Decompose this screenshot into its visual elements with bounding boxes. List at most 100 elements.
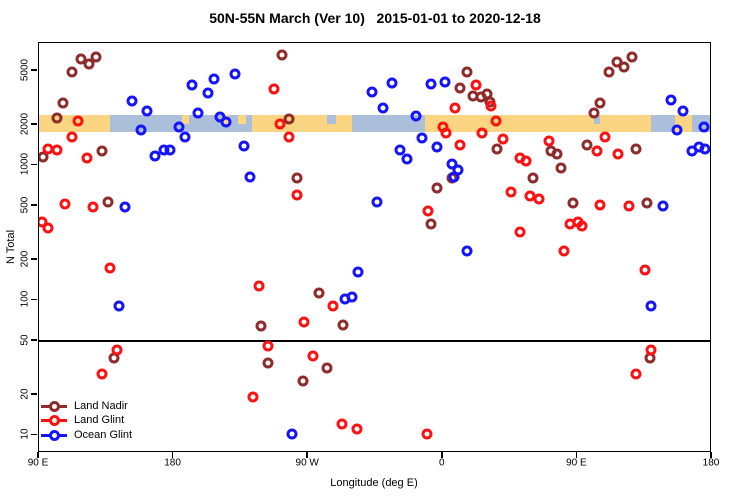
point-land-glint bbox=[253, 280, 265, 292]
x-tick-mark bbox=[171, 452, 174, 458]
legend-label: Land Glint bbox=[74, 414, 125, 427]
legend-marker-land-nadir-icon bbox=[41, 400, 67, 412]
legend-circle bbox=[49, 400, 60, 412]
point-land-glint bbox=[645, 344, 657, 356]
point-land-nadir bbox=[283, 113, 295, 125]
point-land-glint bbox=[599, 131, 611, 143]
point-land-glint bbox=[543, 135, 555, 147]
point-ocean-glint bbox=[119, 201, 131, 213]
reference-line-n50 bbox=[38, 340, 711, 342]
point-ocean-glint bbox=[286, 428, 298, 440]
point-ocean-glint bbox=[352, 266, 364, 278]
point-land-nadir bbox=[90, 51, 102, 63]
x-tick-label: 0 bbox=[439, 457, 445, 469]
point-land-nadir bbox=[555, 162, 567, 174]
point-land-nadir bbox=[527, 172, 539, 184]
legend-circle bbox=[49, 415, 60, 427]
point-land-nadir bbox=[83, 58, 95, 70]
point-land-nadir bbox=[38, 151, 49, 163]
legend-label: Ocean Glint bbox=[74, 428, 133, 441]
point-land-glint bbox=[351, 423, 363, 435]
point-ocean-glint bbox=[208, 73, 220, 85]
point-land-nadir bbox=[567, 197, 579, 209]
point-ocean-glint bbox=[229, 68, 241, 80]
y-tick-label: 100 bbox=[19, 291, 31, 308]
point-land-glint bbox=[520, 155, 532, 167]
point-ocean-glint bbox=[192, 107, 204, 119]
point-land-glint bbox=[514, 226, 526, 238]
point-land-glint bbox=[87, 201, 99, 213]
x-tick-mark bbox=[37, 452, 39, 458]
point-land-glint bbox=[476, 127, 488, 139]
point-land-glint bbox=[558, 245, 570, 257]
x-tick-mark bbox=[710, 452, 712, 458]
point-land-nadir bbox=[313, 287, 325, 299]
point-ocean-glint bbox=[410, 110, 422, 122]
point-ocean-glint bbox=[244, 171, 256, 183]
point-land-glint bbox=[576, 220, 588, 232]
point-land-glint bbox=[623, 200, 635, 212]
y-tick-mark bbox=[31, 69, 37, 71]
point-land-glint bbox=[497, 133, 509, 145]
point-land-glint bbox=[591, 145, 603, 157]
point-land-glint bbox=[327, 300, 339, 312]
y-tick-mark bbox=[31, 123, 37, 125]
point-land-glint bbox=[81, 152, 93, 164]
point-land-glint bbox=[440, 127, 452, 139]
point-ocean-glint bbox=[677, 105, 689, 117]
point-land-glint bbox=[630, 368, 642, 380]
map-strip-ocean-patch bbox=[326, 115, 336, 124]
point-ocean-glint bbox=[366, 86, 377, 98]
legend-label: Land Nadir bbox=[74, 399, 128, 412]
plot-border bbox=[38, 42, 711, 452]
point-ocean-glint bbox=[645, 300, 657, 312]
plot-area bbox=[38, 42, 711, 452]
y-tick-label: 1000 bbox=[19, 153, 31, 176]
x-tick-label: 180 bbox=[702, 457, 720, 469]
point-land-nadir bbox=[461, 66, 473, 78]
x-tick-mark bbox=[306, 452, 308, 458]
point-land-glint bbox=[298, 316, 310, 328]
y-tick-mark bbox=[31, 433, 37, 436]
y-tick-mark bbox=[31, 393, 37, 395]
legend-marker-land-glint-icon bbox=[41, 415, 67, 427]
point-land-nadir bbox=[618, 61, 630, 73]
point-ocean-glint bbox=[371, 196, 383, 208]
legend-row-ocean-glint: Ocean Glint bbox=[41, 428, 132, 443]
point-land-glint bbox=[454, 139, 466, 151]
point-land-glint bbox=[505, 186, 517, 198]
y-tick-mark bbox=[31, 298, 37, 301]
point-land-nadir bbox=[641, 197, 653, 209]
point-land-glint bbox=[533, 193, 545, 205]
legend-marker-ocean-glint-icon bbox=[41, 429, 67, 441]
point-land-glint bbox=[449, 102, 461, 114]
point-land-glint bbox=[111, 344, 123, 356]
point-land-glint bbox=[291, 189, 303, 201]
point-ocean-glint bbox=[431, 141, 443, 153]
y-axis-title: N Total bbox=[5, 229, 17, 265]
y-tick-mark bbox=[31, 339, 37, 341]
point-land-glint bbox=[612, 148, 624, 160]
point-land-nadir bbox=[454, 82, 466, 94]
point-ocean-glint bbox=[346, 291, 358, 303]
map-strip-land-patch bbox=[181, 115, 190, 124]
y-tick-label: 500 bbox=[19, 196, 31, 214]
x-tick-label: 90 E bbox=[27, 457, 49, 469]
point-ocean-glint bbox=[202, 87, 214, 99]
point-ocean-glint bbox=[439, 76, 451, 88]
point-land-nadir bbox=[425, 218, 437, 230]
point-land-nadir bbox=[66, 66, 78, 78]
legend: Land Nadir Land Glint Ocean Glint bbox=[41, 399, 132, 443]
point-land-nadir bbox=[626, 51, 638, 63]
point-land-nadir bbox=[291, 172, 303, 184]
point-land-glint bbox=[268, 83, 280, 95]
point-land-nadir bbox=[57, 97, 69, 109]
point-land-glint bbox=[422, 205, 434, 217]
point-land-nadir bbox=[51, 112, 63, 124]
point-land-glint bbox=[262, 340, 274, 352]
map-strip-ocean-segment bbox=[352, 115, 426, 133]
point-ocean-glint bbox=[448, 171, 460, 183]
point-ocean-glint bbox=[173, 121, 185, 133]
point-ocean-glint bbox=[386, 77, 398, 89]
